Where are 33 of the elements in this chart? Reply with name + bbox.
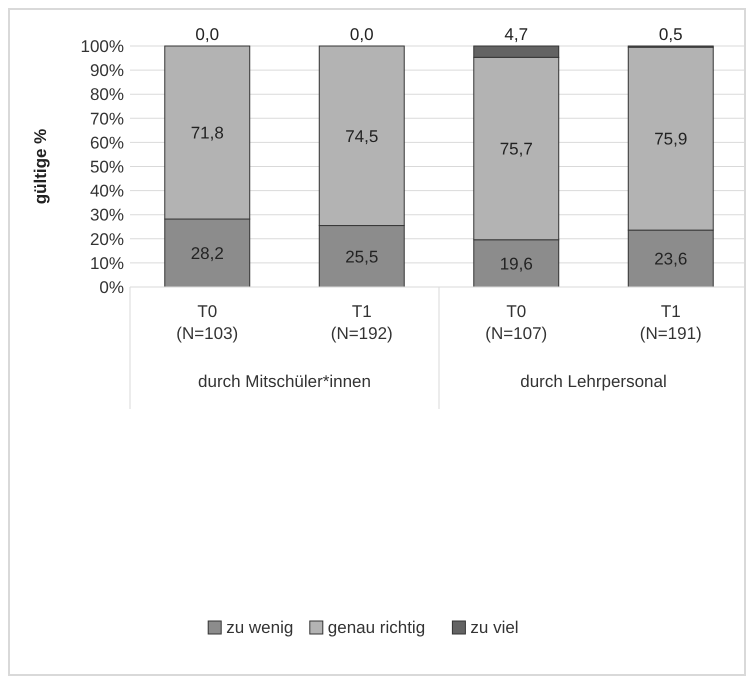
y-tick-label: 10% (90, 254, 124, 273)
x-tick-label: T0 (N=107) (485, 302, 548, 343)
x-tick-label: T1 (N=191) (640, 302, 702, 343)
data-label: 4,7 (504, 25, 528, 44)
x-tick-label: T0 (N=103) (176, 302, 238, 343)
data-label: 23,6 (654, 250, 688, 269)
y-tick-label: 20% (90, 230, 124, 249)
y-tick-label: 60% (90, 133, 124, 152)
text: durch Lehrpersonal (520, 372, 667, 391)
data-label: 71,8 (190, 124, 224, 143)
legend-label: zu viel (470, 618, 519, 637)
y-tick-label: 30% (90, 206, 124, 225)
y-axis-title: gültige % (31, 128, 50, 204)
legend-label: genau richtig (328, 618, 426, 637)
data-label: 25,5 (345, 247, 378, 266)
data-label: 28,2 (190, 244, 224, 264)
y-tick-label: 90% (90, 61, 124, 80)
text: durch Mitschüler*innen (198, 372, 371, 391)
y-tick-label: 40% (90, 182, 124, 201)
data-label: 0,5 (658, 25, 683, 44)
y-tick-label: 50% (90, 158, 124, 176)
x-tick-label: T1 (N=192) (330, 302, 393, 343)
data-label: 0,0 (195, 25, 220, 44)
legend-label: zu wenig (226, 618, 294, 637)
data-label: 74,5 (345, 126, 378, 146)
y-tick-label: 80% (90, 85, 124, 104)
data-label: 75,9 (654, 130, 688, 149)
y-tick-label: 100% (80, 37, 124, 56)
data-label: 0,0 (350, 25, 374, 44)
y-tick-label: 0% (99, 278, 124, 297)
y-tick-label: 70% (90, 109, 124, 128)
data-label: 75,7 (500, 140, 533, 159)
data-label: 19,6 (500, 254, 533, 274)
